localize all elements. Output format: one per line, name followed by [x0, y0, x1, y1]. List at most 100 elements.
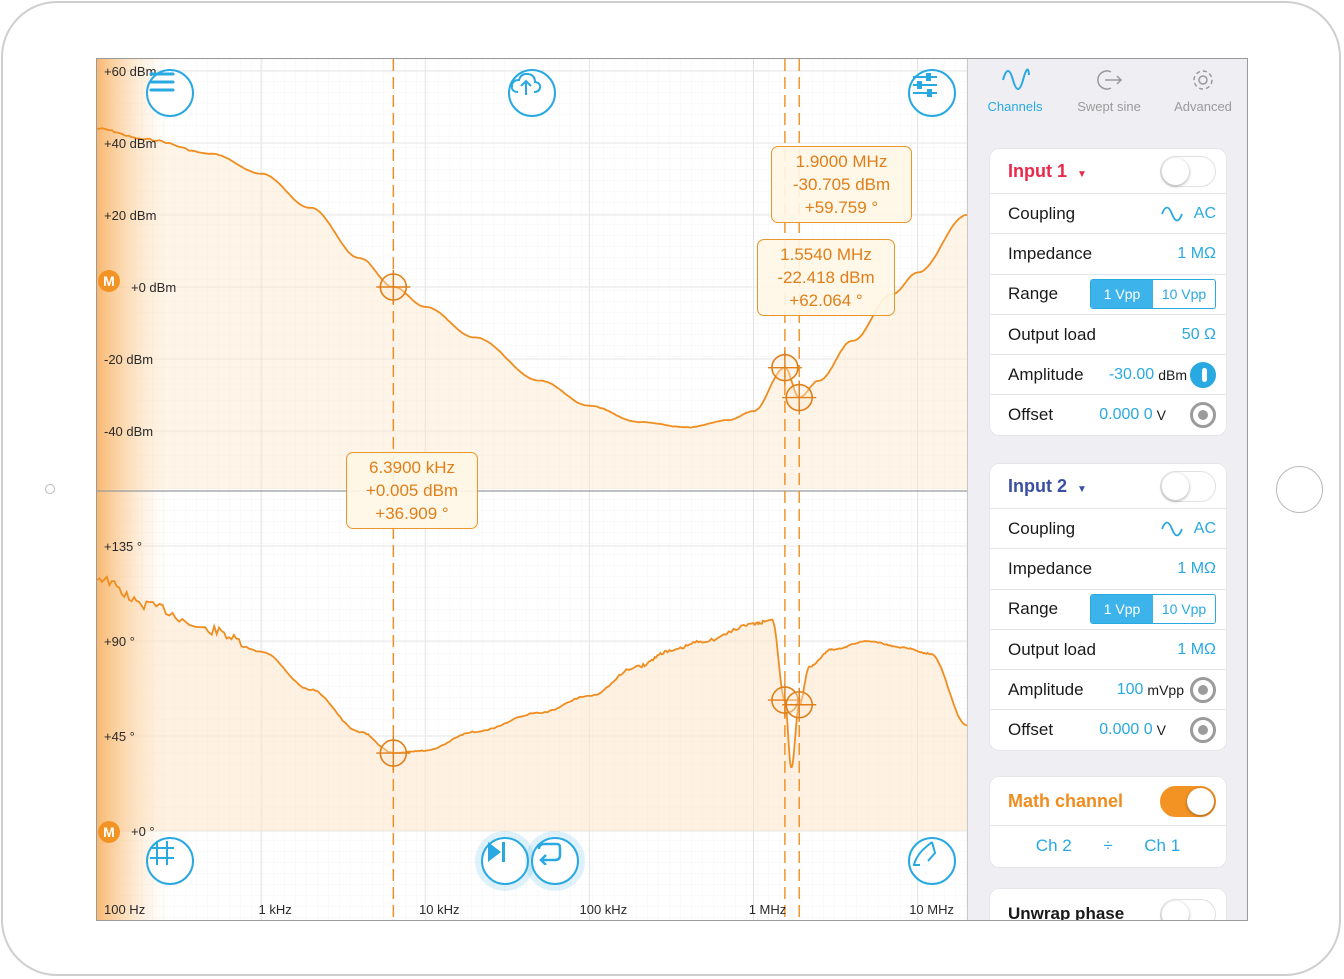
upload-button[interactable] — [508, 69, 556, 117]
tab-swept-sine[interactable]: Swept sine — [1062, 59, 1156, 121]
marker-3-phase: +59.759 ° — [804, 198, 879, 217]
input2-range-10vpp[interactable]: 10 Vpp — [1161, 601, 1207, 618]
phase-line — [97, 575, 967, 768]
x-tick-label: 100 Hz — [104, 902, 145, 917]
phase-tick-label: +135 ° — [104, 539, 142, 554]
input1-coupling-value[interactable]: AC — [1193, 204, 1216, 222]
magnitude-line — [97, 127, 967, 429]
input1-output-load-row[interactable]: Output load 50 Ω — [990, 313, 1226, 354]
gear-icon — [1193, 70, 1213, 90]
input2-coupling-value[interactable]: AC — [1193, 519, 1216, 537]
tab-advanced[interactable]: Advanced — [1156, 59, 1247, 121]
grid-button[interactable] — [146, 837, 194, 885]
tab-channels[interactable]: Channels — [968, 59, 1062, 121]
input1-amplitude-value[interactable]: -30.00 — [1108, 365, 1155, 383]
math-toggle[interactable] — [1160, 785, 1216, 817]
input2-amplitude-knob[interactable] — [1190, 676, 1216, 703]
menu-button[interactable] — [146, 69, 194, 117]
input2-amplitude-value[interactable]: 100 — [1116, 680, 1144, 698]
input1-offset-knob[interactable] — [1190, 402, 1216, 429]
ac-wave-icon — [1160, 521, 1183, 536]
input2-offset-unit: V — [1156, 722, 1166, 739]
phase-reference-badge[interactable]: M — [97, 819, 123, 845]
settings-button[interactable] — [908, 69, 956, 117]
x-tick-label: 10 MHz — [909, 902, 954, 917]
math-title: Math channel — [1008, 790, 1124, 811]
input1-range-row: Range 1 Vpp 10 Vpp — [990, 273, 1226, 314]
input1-range-segment[interactable]: 1 Vpp 10 Vpp — [1090, 279, 1216, 310]
phase-tick-label: +90 ° — [104, 634, 135, 649]
input2-amplitude-row: Amplitude 100 mVpp — [990, 669, 1226, 709]
step-button[interactable] — [481, 837, 529, 885]
input2-impedance-row[interactable]: Impedance 1 MΩ — [990, 548, 1226, 588]
home-button[interactable] — [1276, 466, 1323, 513]
marker-1-frequency: 6.3900 kHz — [369, 458, 455, 477]
magnitude-reference-badge[interactable]: M — [97, 268, 123, 294]
input2-output-load-value[interactable]: 1 MΩ — [1177, 640, 1216, 658]
input2-range-segment[interactable]: 1 Vpp 10 Vpp — [1090, 594, 1216, 625]
input1-range-1vpp[interactable]: 1 Vpp — [1091, 280, 1153, 309]
marker-2-frequency: 1.5540 MHz — [780, 245, 872, 264]
tab-advanced-label: Advanced — [1174, 99, 1232, 114]
input1-amplitude-unit: dBm — [1158, 366, 1187, 383]
marker-cursors[interactable] — [376, 59, 817, 921]
input1-amplitude-knob[interactable] — [1190, 361, 1216, 388]
marker-box-2[interactable]: 1.5540 MHz -22.418 dBm +62.064 ° — [757, 239, 895, 316]
repeat-button[interactable] — [531, 837, 579, 885]
x-tick-label: 100 kHz — [580, 902, 628, 917]
marker-box-3[interactable]: 1.9000 MHz -30.705 dBm +59.759 ° — [771, 146, 912, 223]
x-tick-label: 10 kHz — [419, 902, 459, 917]
marker-2-phase: +62.064 ° — [789, 291, 863, 310]
input2-toggle[interactable] — [1160, 470, 1216, 502]
bode-plot-area[interactable]: +60 dBm +40 dBm +20 dBm +0 dBm -20 dBm -40 dB… — [97, 59, 967, 921]
input2-caret-icon[interactable]: ▼ — [1077, 483, 1087, 495]
input2-offset-label: Offset — [1008, 720, 1054, 740]
marker-2-magnitude: -22.418 dBm — [777, 268, 875, 287]
magnitude-area — [97, 128, 967, 489]
input1-offset-label: Offset — [1008, 405, 1054, 425]
input2-offset-value[interactable]: 0.000 0 — [1099, 721, 1153, 739]
phase-tick-label: +45 ° — [104, 729, 135, 744]
input1-output-load-value[interactable]: 50 Ω — [1181, 325, 1216, 343]
phase-trace — [97, 575, 967, 768]
input1-impedance-value[interactable]: 1 MΩ — [1177, 244, 1216, 262]
input2-output-load-row[interactable]: Output load 1 MΩ — [990, 628, 1226, 669]
math-operand-1[interactable]: Ch 2 — [1035, 835, 1072, 855]
m-badge-label: M — [103, 273, 115, 289]
input2-impedance-value[interactable]: 1 MΩ — [1177, 559, 1216, 577]
probe-button[interactable] — [908, 837, 956, 885]
mag-tick-label: -40 dBm — [104, 424, 153, 439]
input2-impedance-label: Impedance — [1008, 558, 1093, 578]
phase-area — [97, 576, 967, 831]
marker-box-1[interactable]: 6.3900 kHz +0.005 dBm +36.909 ° — [346, 452, 478, 529]
input1-offset-unit: V — [1156, 407, 1166, 424]
sine-wave-icon — [1002, 68, 1030, 90]
x-tick-label: 1 kHz — [259, 902, 292, 917]
x-tick-labels: 100 Hz 1 kHz 10 kHz 100 kHz 1 MHz 10 MHz — [104, 902, 954, 917]
magnitude-fill — [97, 128, 967, 489]
math-operator[interactable]: ÷ — [1103, 835, 1113, 855]
input1-offset-value[interactable]: 0.000 0 — [1099, 406, 1153, 424]
input1-range-label: Range — [1008, 284, 1059, 304]
repeat-icon — [537, 842, 562, 865]
front-camera — [45, 484, 55, 494]
input1-coupling-label: Coupling — [1008, 203, 1076, 223]
input2-amplitude-label: Amplitude — [1008, 679, 1084, 699]
input1-toggle[interactable] — [1160, 155, 1216, 187]
input2-coupling-row[interactable]: Coupling AC — [990, 508, 1226, 548]
marker-3-frequency: 1.9000 MHz — [795, 152, 888, 171]
math-operand-2[interactable]: Ch 1 — [1144, 835, 1181, 855]
unwrap-card: Unwrap phase — [990, 889, 1226, 921]
unwrap-title: Unwrap phase — [1008, 904, 1125, 921]
probe-icon — [913, 841, 937, 866]
math-expression: Ch 2 ÷ Ch 1 — [990, 825, 1226, 865]
unwrap-toggle[interactable] — [1160, 898, 1216, 920]
input2-range-1vpp[interactable]: 1 Vpp — [1091, 595, 1153, 624]
input1-caret-icon[interactable]: ▼ — [1077, 168, 1087, 180]
input1-impedance-row[interactable]: Impedance 1 MΩ — [990, 233, 1226, 273]
input1-coupling-row[interactable]: Coupling AC — [990, 193, 1226, 233]
input1-range-10vpp[interactable]: 10 Vpp — [1161, 286, 1207, 303]
input2-offset-knob[interactable] — [1190, 717, 1216, 744]
y-tick-labels: +60 dBm +40 dBm +20 dBm +0 dBm -20 dBm -40 dB… — [104, 64, 176, 839]
